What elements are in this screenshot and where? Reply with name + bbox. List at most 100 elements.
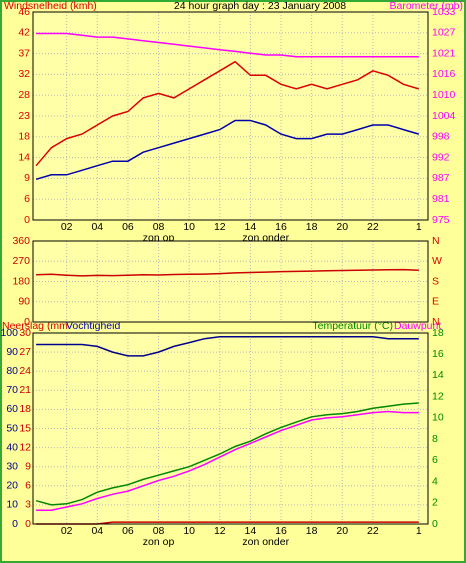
y-tick-label: 0 — [24, 316, 30, 328]
plot-border — [32, 332, 429, 525]
y2-tick-label: 1004 — [432, 110, 456, 122]
y3-tick-label: 15 — [19, 422, 31, 434]
y3-tick-label: 21 — [19, 384, 31, 396]
y-tick-label: 6 — [24, 193, 30, 205]
x-tick-label: 02 — [61, 221, 73, 233]
y3-tick-label: 9 — [25, 460, 31, 472]
y2-tick-label: 1033 — [432, 6, 456, 18]
y3-tick-label: 27 — [19, 346, 31, 358]
y2-tick-label: 14 — [432, 369, 444, 381]
y-tick-label: 360 — [12, 235, 30, 247]
y2-tick-label: N — [432, 235, 440, 247]
x-tick-label: 20 — [336, 525, 348, 537]
x-tick-label: 18 — [306, 525, 318, 537]
y2-tick-label: W — [432, 255, 442, 267]
y-tick-label: 0 — [24, 214, 30, 226]
plot-border — [32, 240, 429, 323]
y-tick-label: 20 — [6, 480, 18, 492]
y3-tick-label: 24 — [19, 365, 31, 377]
x-tick-label: 08 — [153, 221, 165, 233]
barometer-axis-title: Barometer (mb) — [389, 0, 463, 12]
y2-tick-label: 16 — [432, 348, 444, 360]
y3-tick-label: 3 — [25, 499, 31, 511]
y2-tick-label: 18 — [432, 327, 444, 339]
y2-tick-label: 1021 — [432, 47, 456, 59]
y2-tick-label: 1010 — [432, 89, 456, 101]
x-tick-label: 04 — [91, 221, 103, 233]
y-tick-label: 60 — [6, 403, 18, 415]
y3-tick-label: 0 — [25, 518, 31, 530]
rain-axis-title: Neerslag (mm — [2, 320, 68, 332]
y-tick-label: 23 — [18, 110, 30, 122]
y2-tick-label: 10 — [432, 412, 444, 424]
series-line — [35, 60, 420, 167]
annotation: zon op — [143, 536, 175, 548]
x-tick-label: 1 — [416, 221, 422, 233]
y2-tick-label: 0 — [432, 518, 438, 530]
y-tick-label: 14 — [18, 151, 30, 163]
x-tick-label: 12 — [214, 221, 226, 233]
y2-tick-label: 975 — [432, 214, 450, 226]
x-tick-label: 14 — [245, 221, 257, 233]
y2-tick-label: E — [432, 296, 439, 308]
y-tick-label: 18 — [18, 131, 30, 143]
y2-tick-label: 6 — [432, 454, 438, 466]
plot-border — [32, 11, 429, 221]
y-tick-label: 70 — [6, 384, 18, 396]
y-tick-label: 42 — [18, 27, 30, 39]
series-line — [36, 410, 419, 511]
temperature-axis-title: Temperatuur (°C) — [312, 320, 393, 332]
y-tick-label: 30 — [6, 460, 18, 472]
y2-tick-label: 992 — [432, 151, 450, 163]
x-tick-label: 1 — [416, 525, 422, 537]
y-tick-label: 180 — [12, 275, 30, 287]
y3-tick-label: 18 — [19, 403, 31, 415]
y2-tick-label: 987 — [432, 172, 450, 184]
y2-tick-label: S — [432, 275, 439, 287]
y2-tick-label: 2 — [432, 497, 438, 509]
y-tick-label: 28 — [18, 89, 30, 101]
x-tick-label: 18 — [306, 221, 318, 233]
plot-area — [33, 12, 428, 220]
x-tick-label: 06 — [122, 221, 134, 233]
series-line — [35, 402, 419, 506]
y3-tick-label: 6 — [25, 480, 31, 492]
x-tick-label: 02 — [61, 525, 73, 537]
x-tick-label: 04 — [91, 525, 103, 537]
plot-area — [33, 241, 428, 322]
y-tick-label: 90 — [18, 296, 30, 308]
series-line — [36, 336, 419, 357]
humidity-axis-title: Vochtigheid — [66, 320, 120, 332]
annotation: zon onder — [242, 536, 289, 548]
y-tick-label: 10 — [6, 499, 18, 511]
y2-tick-label: N — [432, 316, 440, 328]
y2-tick-label: 981 — [432, 193, 450, 205]
y2-tick-label: 998 — [432, 131, 450, 143]
x-tick-label: 10 — [183, 221, 195, 233]
x-tick-label: 22 — [367, 221, 379, 233]
series-line — [36, 32, 419, 58]
y3-tick-label: 12 — [19, 441, 31, 453]
x-tick-label: 08 — [153, 525, 165, 537]
y2-tick-label: 1016 — [432, 68, 456, 80]
y-tick-label: 270 — [12, 255, 30, 267]
y-tick-label: 90 — [6, 346, 18, 358]
y2-tick-label: 1027 — [432, 27, 456, 39]
y-tick-label: 50 — [6, 422, 18, 434]
x-tick-label: 10 — [183, 525, 195, 537]
y2-tick-label: 8 — [432, 433, 438, 445]
y-tick-label: 9 — [24, 172, 30, 184]
x-tick-label: 16 — [275, 525, 287, 537]
wind-axis-title: Windsnelheid (kmh) — [4, 0, 97, 12]
dewpoint-axis-title: Dauwpunt — [394, 320, 441, 332]
x-tick-label: 22 — [367, 525, 379, 537]
series-line — [36, 268, 419, 277]
y-tick-label: 46 — [18, 6, 30, 18]
y-tick-label: 0 — [12, 518, 18, 530]
y-tick-label: 40 — [6, 441, 18, 453]
y2-tick-label: 12 — [432, 390, 444, 402]
x-tick-label: 14 — [245, 525, 257, 537]
y-tick-label: 32 — [18, 68, 30, 80]
